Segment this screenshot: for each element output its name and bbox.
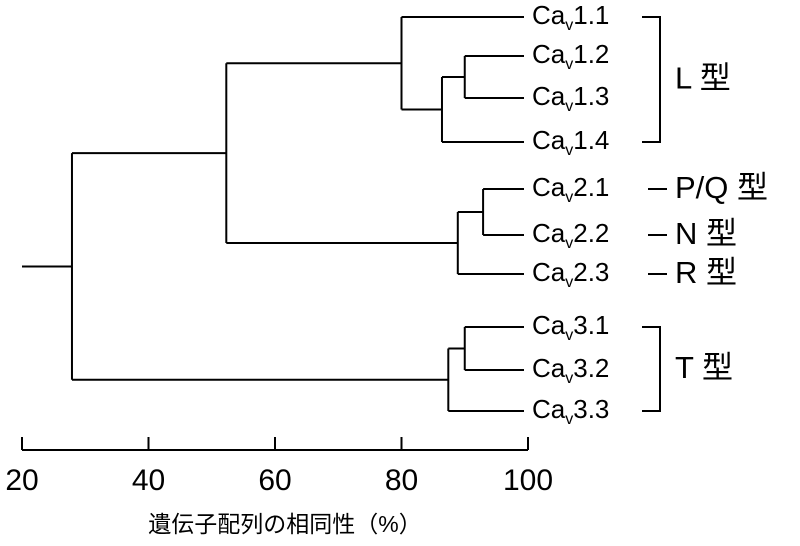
leaf-num: 1.4: [573, 125, 609, 155]
leaf-num: 3.3: [573, 394, 609, 424]
leaf-sub: v: [565, 56, 573, 73]
leaf-label: Cav2.3: [532, 257, 609, 291]
leaf-num: 1.2: [573, 39, 609, 69]
leaf-sub: v: [565, 327, 573, 344]
leaf-label: Cav1.3: [532, 81, 609, 115]
leaf-base: Ca: [532, 39, 566, 69]
leaf-num: 3.2: [573, 353, 609, 383]
leaf-label: Cav2.2: [532, 218, 609, 252]
x-axis-label: 遺伝子配列の相同性（%）: [148, 511, 421, 537]
group-label: R 型: [675, 255, 737, 290]
leaf-label: Cav3.1: [532, 310, 609, 344]
group-label: T 型: [675, 350, 733, 385]
leaf-base: Ca: [532, 81, 566, 111]
x-tick-label: 100: [503, 464, 553, 497]
leaf-base: Ca: [532, 172, 566, 202]
x-tick-label: 20: [5, 464, 38, 497]
leaf-sub: v: [565, 274, 573, 291]
group-label: P/Q 型: [675, 170, 768, 205]
leaf-base: Ca: [532, 353, 566, 383]
leaf-base: Ca: [532, 125, 566, 155]
leaf-num: 2.3: [573, 257, 609, 287]
leaf-num: 2.2: [573, 218, 609, 248]
leaf-base: Ca: [532, 394, 566, 424]
leaf-num: 2.1: [573, 172, 609, 202]
leaf-label: Cav1.2: [532, 39, 609, 73]
leaf-label: Cav1.4: [532, 125, 609, 159]
leaf-num: 3.1: [573, 310, 609, 340]
leaf-base: Ca: [532, 310, 566, 340]
leaf-sub: v: [565, 189, 573, 206]
leaf-sub: v: [565, 411, 573, 428]
x-tick-label: 80: [385, 464, 418, 497]
leaf-num: 1.3: [573, 81, 609, 111]
leaf-label: Cav3.3: [532, 394, 609, 428]
leaf-sub: v: [565, 235, 573, 252]
leaf-label: Cav1.1: [532, 0, 609, 34]
leaf-sub: v: [565, 142, 573, 159]
group-label: L 型: [675, 61, 731, 96]
leaf-base: Ca: [532, 257, 566, 287]
group-label: N 型: [675, 216, 737, 251]
leaf-sub: v: [565, 98, 573, 115]
leaf-sub: v: [565, 17, 573, 34]
x-tick-label: 40: [132, 464, 165, 497]
leaf-label: Cav3.2: [532, 353, 609, 387]
leaf-label: Cav2.1: [532, 172, 609, 206]
leaf-sub: v: [565, 370, 573, 387]
leaf-base: Ca: [532, 218, 566, 248]
x-tick-label: 60: [258, 464, 291, 497]
leaf-base: Ca: [532, 0, 566, 30]
leaf-num: 1.1: [573, 0, 609, 30]
